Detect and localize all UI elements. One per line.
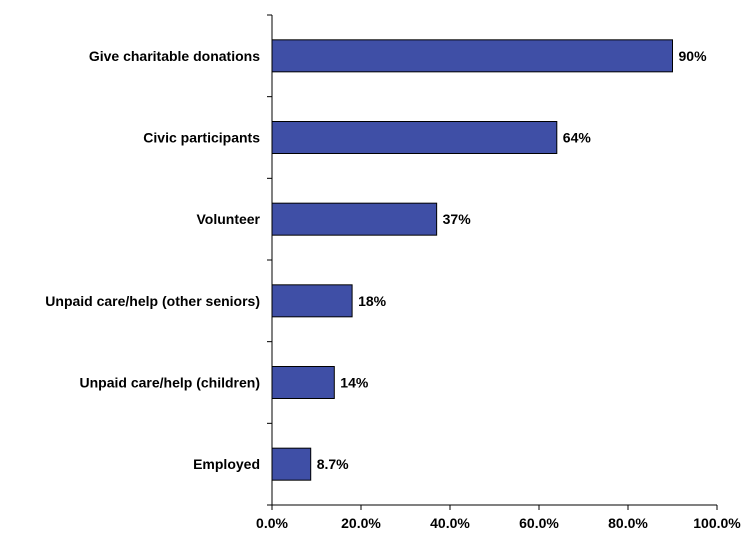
x-tick-label-0: 0.0%	[256, 515, 288, 531]
data-label-4: 14%	[340, 375, 369, 391]
bar-1	[271, 121, 558, 154]
bar-3	[271, 284, 353, 318]
x-tick-label-2: 40.0%	[430, 515, 470, 531]
data-label-2: 37%	[443, 211, 472, 227]
x-tick-label-1: 20.0%	[341, 515, 381, 531]
bar-4	[271, 366, 335, 399]
category-label-0: Give charitable donations	[89, 48, 260, 64]
bar-0	[271, 39, 673, 73]
data-label-3: 18%	[358, 293, 387, 309]
data-label-0: 90%	[679, 48, 708, 64]
data-label-5: 8.7%	[317, 456, 349, 472]
category-label-1: Civic participants	[143, 130, 260, 146]
category-label-3: Unpaid care/help (other seniors)	[45, 293, 260, 309]
data-label-1: 64%	[563, 130, 592, 146]
x-tick-label-3: 60.0%	[519, 515, 559, 531]
category-label-5: Employed	[193, 456, 260, 472]
x-tick-label-4: 80.0%	[608, 515, 648, 531]
bar-2	[271, 202, 438, 236]
category-label-4: Unpaid care/help (children)	[80, 375, 260, 391]
x-tick-label-5: 100.0%	[693, 515, 741, 531]
category-label-2: Volunteer	[196, 211, 260, 227]
bar-5	[271, 447, 312, 481]
